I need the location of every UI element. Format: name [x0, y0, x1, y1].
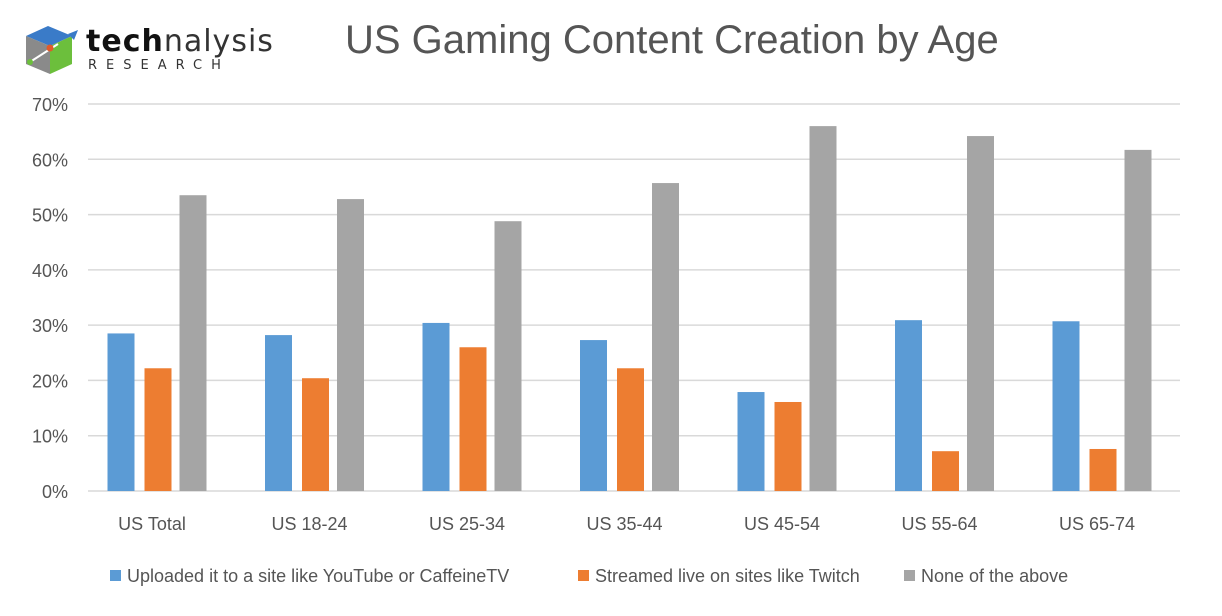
x-tick-label: US 35-44: [586, 514, 662, 534]
bar: [1124, 149, 1152, 491]
x-tick-label: US 45-54: [744, 514, 820, 534]
x-tick-label: US 25-34: [429, 514, 505, 534]
bar: [494, 221, 522, 491]
bar: [459, 347, 487, 491]
legend-label: Streamed live on sites like Twitch: [595, 566, 860, 586]
x-tick-label: US 18-24: [271, 514, 347, 534]
y-tick-label: 70%: [32, 95, 68, 115]
x-tick-label: US 65-74: [1059, 514, 1135, 534]
logo-subtext: RESEARCH: [88, 58, 230, 73]
bar: [1052, 321, 1080, 491]
bar: [617, 368, 644, 491]
bar: [774, 401, 802, 491]
bar: [265, 335, 292, 491]
chart-title: US Gaming Content Creation by Age: [345, 18, 999, 62]
x-tick-label: US Total: [118, 514, 186, 534]
bar: [580, 340, 607, 491]
bar: [302, 378, 329, 491]
legend-swatch: [904, 570, 915, 581]
y-tick-label: 60%: [32, 150, 68, 170]
y-tick-label: 10%: [32, 427, 68, 447]
bar: [1089, 448, 1117, 491]
bar: [809, 126, 837, 491]
y-tick-label: 50%: [32, 206, 68, 226]
legend-label: None of the above: [921, 566, 1068, 586]
bar: [737, 392, 765, 491]
y-tick-label: 20%: [32, 371, 68, 391]
bar: [179, 195, 207, 491]
bar: [652, 183, 679, 491]
bar: [337, 199, 364, 491]
bar: [422, 322, 450, 491]
bar: [107, 333, 135, 491]
x-tick-label: US 55-64: [901, 514, 977, 534]
bar: [144, 368, 172, 491]
cube-logo-icon: [26, 26, 78, 74]
bar: [895, 320, 922, 491]
bar: [967, 136, 994, 491]
y-tick-label: 40%: [32, 261, 68, 281]
legend-swatch: [578, 570, 589, 581]
legend-swatch: [110, 570, 121, 581]
logo-wordmark: technalysis: [86, 24, 274, 59]
technalysis-logo: technalysis RESEARCH: [22, 22, 292, 77]
y-tick-label: 0%: [42, 482, 68, 502]
y-tick-label: 30%: [32, 316, 68, 336]
legend-label: Uploaded it to a site like YouTube or Ca…: [127, 566, 509, 586]
bar: [932, 451, 959, 491]
